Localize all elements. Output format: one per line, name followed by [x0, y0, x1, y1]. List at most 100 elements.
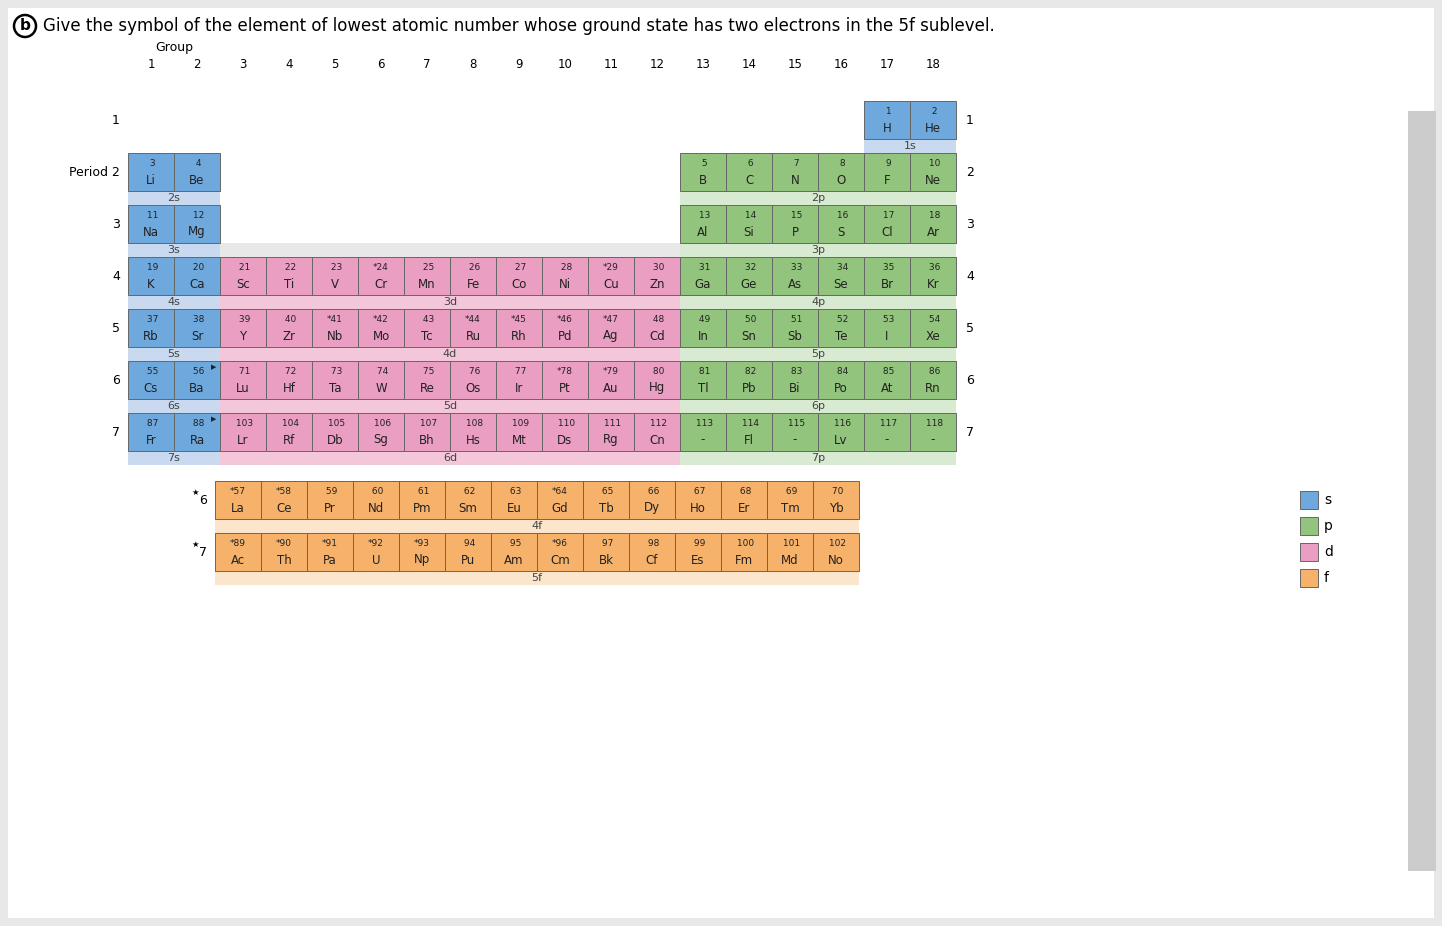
Bar [128, 309, 174, 347]
Bar [450, 361, 496, 399]
Text: 35: 35 [880, 262, 894, 271]
Text: ▶: ▶ [211, 364, 216, 370]
Text: Fr: Fr [146, 433, 156, 446]
Text: No: No [828, 554, 844, 567]
Text: Period 2: Period 2 [69, 166, 120, 179]
Text: *58: *58 [275, 486, 291, 495]
Text: Ta: Ta [329, 382, 342, 394]
Text: 18: 18 [926, 210, 940, 219]
Text: Rf: Rf [283, 433, 296, 446]
Text: 4: 4 [286, 57, 293, 70]
Text: 15: 15 [787, 57, 802, 70]
Text: 9: 9 [883, 158, 891, 168]
Text: Lu: Lu [236, 382, 249, 394]
Text: Eu: Eu [506, 502, 522, 515]
Text: 30: 30 [650, 262, 665, 271]
Text: Ar: Ar [927, 226, 940, 239]
Bar [771, 309, 818, 347]
Text: 104: 104 [278, 419, 298, 428]
Text: 6: 6 [966, 373, 973, 386]
Bar [864, 139, 956, 153]
Text: 5: 5 [966, 321, 973, 334]
Text: d: d [1324, 545, 1332, 559]
Text: Cl: Cl [881, 226, 893, 239]
Text: 101: 101 [780, 539, 800, 547]
Text: *78: *78 [557, 367, 572, 376]
Bar [404, 361, 450, 399]
Text: Es: Es [691, 554, 705, 567]
Text: Zr: Zr [283, 330, 296, 343]
Text: Ra: Ra [189, 433, 205, 446]
Text: 34: 34 [833, 262, 848, 271]
Bar [864, 257, 910, 295]
Bar [265, 413, 311, 451]
Bar [818, 153, 864, 191]
Text: Dy: Dy [645, 502, 660, 515]
Bar [818, 257, 864, 295]
Text: 18: 18 [926, 57, 940, 70]
Text: 11: 11 [604, 57, 619, 70]
Bar [542, 257, 588, 295]
Text: 63: 63 [506, 486, 521, 495]
Text: 5: 5 [112, 321, 120, 334]
Text: Pa: Pa [323, 554, 337, 567]
Bar [725, 361, 771, 399]
Bar [174, 309, 221, 347]
Bar [588, 413, 634, 451]
Text: O: O [836, 173, 845, 186]
Bar [311, 413, 358, 451]
Text: 1s: 1s [904, 141, 916, 151]
Bar [128, 243, 221, 257]
Text: 97: 97 [598, 539, 613, 547]
Bar [490, 533, 536, 571]
Text: 9: 9 [515, 57, 523, 70]
Text: Yb: Yb [829, 502, 844, 515]
Text: Lv: Lv [835, 433, 848, 446]
Text: 39: 39 [236, 315, 251, 323]
Text: W: W [375, 382, 386, 394]
Bar [1301, 569, 1318, 587]
Bar [681, 451, 956, 465]
Text: 40: 40 [281, 315, 296, 323]
Text: 55: 55 [144, 367, 159, 376]
Text: *89: *89 [231, 539, 247, 547]
Text: 6s: 6s [167, 401, 180, 411]
Text: *29: *29 [603, 262, 619, 271]
Text: H: H [883, 121, 891, 134]
Bar [496, 413, 542, 451]
Text: 1: 1 [883, 106, 891, 116]
Text: Cs: Cs [144, 382, 159, 394]
Text: 26: 26 [466, 262, 480, 271]
Text: 67: 67 [691, 486, 705, 495]
Text: 98: 98 [645, 539, 659, 547]
Text: Rb: Rb [143, 330, 159, 343]
Bar [353, 533, 399, 571]
Bar [634, 257, 681, 295]
Text: 23: 23 [327, 262, 342, 271]
Text: Cn: Cn [649, 433, 665, 446]
Bar [681, 399, 956, 413]
Text: 10: 10 [558, 57, 572, 70]
Text: 27: 27 [512, 262, 526, 271]
Text: Br: Br [881, 278, 894, 291]
Text: Sb: Sb [787, 330, 802, 343]
Bar [910, 257, 956, 295]
Text: 95: 95 [506, 539, 521, 547]
Bar [583, 481, 629, 519]
Text: Ac: Ac [231, 554, 245, 567]
Text: B: B [699, 173, 707, 186]
Text: Sg: Sg [373, 433, 388, 446]
Bar [771, 257, 818, 295]
Text: 60: 60 [369, 486, 384, 495]
Text: 5s: 5s [167, 349, 180, 359]
Bar [681, 243, 956, 257]
Text: Tm: Tm [780, 502, 799, 515]
Text: ▶: ▶ [211, 416, 216, 422]
Text: *93: *93 [414, 539, 430, 547]
Text: 85: 85 [880, 367, 894, 376]
Bar [128, 191, 221, 205]
Text: Ce: Ce [277, 502, 291, 515]
Text: 17: 17 [880, 210, 894, 219]
Text: 15: 15 [787, 210, 802, 219]
Text: 77: 77 [512, 367, 526, 376]
